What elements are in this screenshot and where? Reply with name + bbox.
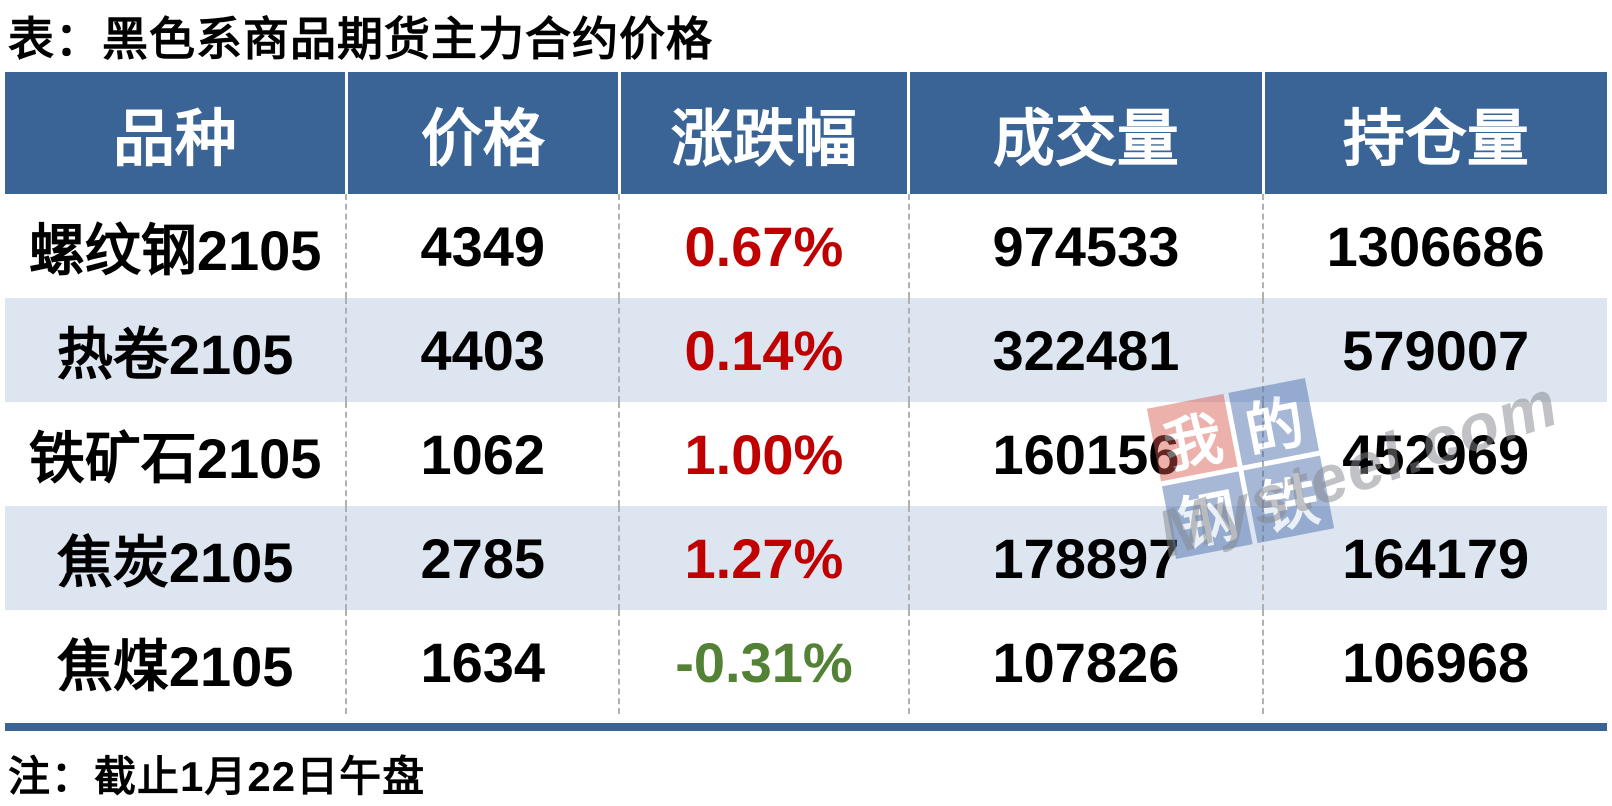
open-interest-cell: 164179	[1262, 506, 1607, 610]
table-row: 热卷2105 4403 0.14% 322481 579007	[5, 298, 1607, 402]
open-interest-cell: 579007	[1262, 298, 1607, 402]
open-interest-cell: 1306686	[1262, 194, 1607, 298]
price-cell: 4403	[345, 298, 620, 402]
futures-price-table: 品种 价格 涨跌幅 成交量 持仓量 螺纹钢2105 4349 0.67% 974…	[5, 72, 1607, 714]
volume-cell: 322481	[907, 298, 1264, 402]
change-cell: 0.67%	[618, 194, 909, 298]
change-cell: 0.14%	[618, 298, 909, 402]
change-cell: 1.27%	[618, 506, 909, 610]
table-row: 焦炭2105 2785 1.27% 178897 164179	[5, 506, 1607, 610]
variety-cell: 铁矿石2105	[28, 426, 322, 490]
price-cell: 4349	[345, 194, 620, 298]
table-bottom-rule	[5, 723, 1607, 731]
variety-cell: 热卷2105	[5, 298, 347, 402]
header-row: 品种 价格 涨跌幅 成交量 持仓量	[5, 72, 1607, 194]
open-interest-cell: 106968	[1262, 610, 1607, 714]
variety-cell: 焦煤2105	[56, 634, 294, 698]
table-row: 铁矿石2105 1062 1.00% 160156 452969	[5, 402, 1607, 506]
change-cell: 1.00%	[618, 402, 909, 506]
open-interest-cell: 452969	[1262, 402, 1607, 506]
variety-cell: 螺纹钢2105	[28, 218, 322, 282]
header-cell-change: 涨跌幅	[617, 72, 909, 194]
price-cell: 2785	[345, 506, 620, 610]
change-cell: -0.31%	[618, 610, 909, 714]
page-title: 表：黑色系商品期货主力合约价格	[8, 13, 713, 65]
volume-cell: 178897	[907, 506, 1264, 610]
volume-cell: 974533	[907, 194, 1264, 298]
volume-cell: 160156	[907, 402, 1264, 506]
header-cell-variety: 品种	[5, 72, 347, 194]
footnote: 注：截止1月22日午盘	[8, 753, 426, 800]
header-cell-open-interest: 持仓量	[1261, 72, 1607, 194]
price-cell: 1062	[345, 402, 620, 506]
header-cell-price: 价格	[344, 72, 620, 194]
volume-cell: 107826	[907, 610, 1264, 714]
header-cell-volume: 成交量	[907, 72, 1264, 194]
price-cell: 1634	[345, 610, 620, 714]
variety-cell: 焦炭2105	[5, 506, 347, 610]
table-row: 焦煤2105 1634 -0.31% 107826 106968	[5, 610, 1607, 714]
table-row: 螺纹钢2105 4349 0.67% 974533 1306686	[5, 194, 1607, 298]
